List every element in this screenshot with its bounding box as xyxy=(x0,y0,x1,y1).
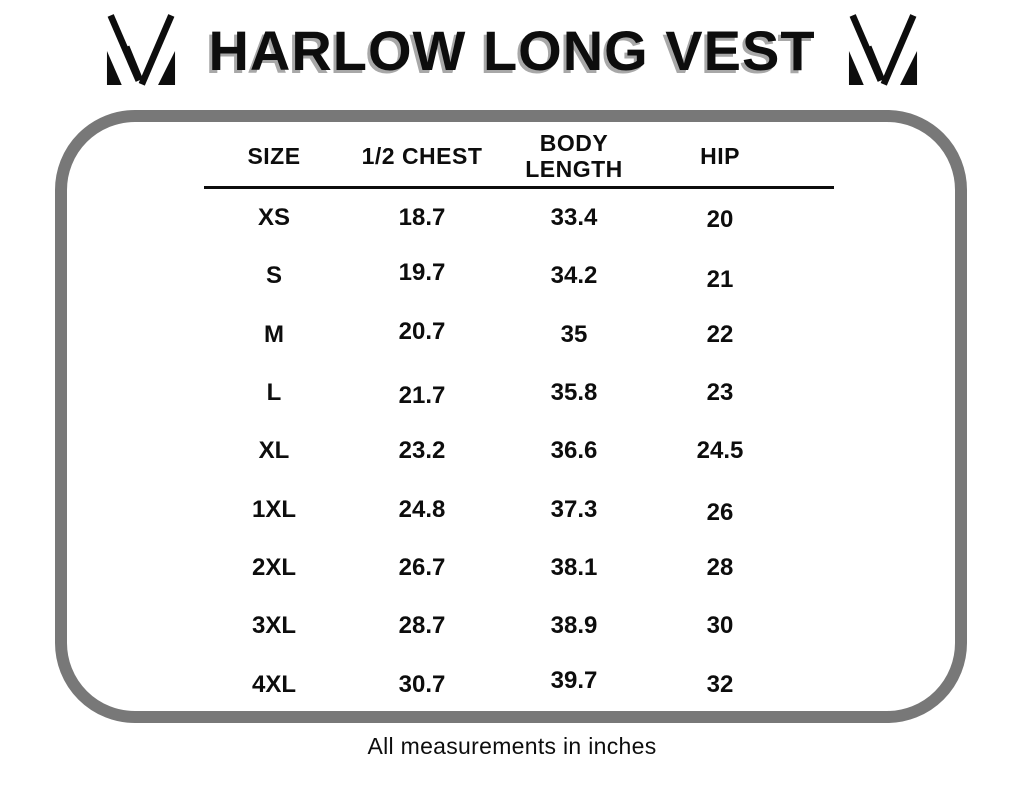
cell-hip: 24.5 xyxy=(696,437,744,465)
cell-half-chest: 28.7 xyxy=(398,612,446,640)
cell-size: M xyxy=(264,320,284,348)
column-header-label: BODY LENGTH xyxy=(525,130,623,182)
page-title: HARLOW LONG VEST xyxy=(208,19,816,83)
table-header-row: SIZE 1/2 CHEST BODY LENGTH HIP xyxy=(204,128,834,186)
cell-hip: 32 xyxy=(706,670,734,698)
cell-half-chest: 23.2 xyxy=(398,437,446,465)
cell-body-length: 37.3 xyxy=(550,495,598,523)
cell-body-length: 35 xyxy=(560,320,588,348)
cell-hip: 26 xyxy=(706,498,734,526)
brand-m-logo-icon xyxy=(104,12,178,90)
table-row: M 20.7 35 22 xyxy=(204,306,834,364)
cell-hip: 30 xyxy=(706,612,734,640)
cell-body-length: 36.6 xyxy=(550,437,598,465)
table-row: L 21.7 35.8 23 xyxy=(204,364,834,422)
header-underline xyxy=(204,186,834,189)
table-row: XL 23.2 36.6 24.5 xyxy=(204,422,834,480)
cell-size: XL xyxy=(258,437,290,465)
cell-hip: 20 xyxy=(706,206,734,234)
size-chart-frame xyxy=(55,110,967,723)
footer-note: All measurements in inches xyxy=(367,733,657,759)
cell-body-length: 35.8 xyxy=(550,379,598,407)
cell-body-length: 38.1 xyxy=(550,553,598,581)
cell-size: XS xyxy=(257,204,290,232)
cell-size: 1XL xyxy=(251,495,296,523)
cell-hip: 23 xyxy=(706,379,734,407)
cell-size: L xyxy=(266,379,282,407)
cell-hip: 21 xyxy=(706,266,734,294)
table-row: 4XL 30.7 39.7 32 xyxy=(204,655,834,713)
cell-size: 2XL xyxy=(251,553,296,581)
column-header-label: 1/2 CHEST xyxy=(361,143,483,170)
cell-half-chest: 20.7 xyxy=(398,317,446,345)
table-row: S 19.7 34.2 21 xyxy=(204,247,834,305)
table-row: XS 18.7 33.4 20 xyxy=(204,189,834,247)
cell-body-length: 33.4 xyxy=(550,204,598,232)
title-bar: HARLOW LONG VEST xyxy=(0,12,1024,90)
size-table: SIZE 1/2 CHEST BODY LENGTH HIP XS 18.7 3… xyxy=(204,128,834,714)
cell-hip: 22 xyxy=(706,320,734,348)
cell-hip: 28 xyxy=(706,553,734,581)
column-header-size: SIZE xyxy=(204,143,344,170)
table-row: 3XL 28.7 38.9 30 xyxy=(204,597,834,655)
column-header-label: SIZE xyxy=(247,143,301,170)
cell-half-chest: 19.7 xyxy=(398,259,446,287)
cell-size: 4XL xyxy=(251,670,296,698)
column-header-body-length: BODY LENGTH xyxy=(500,130,648,183)
column-header-label: HIP xyxy=(700,143,740,170)
cell-half-chest: 30.7 xyxy=(398,670,446,698)
column-header-half-chest: 1/2 CHEST xyxy=(344,143,500,170)
cell-size: 3XL xyxy=(251,612,296,640)
table-body: XS 18.7 33.4 20 S 19.7 34.2 21 M 20.7 35… xyxy=(204,189,834,714)
table-row: 1XL 24.8 37.3 26 xyxy=(204,480,834,538)
table-row: 2XL 26.7 38.1 28 xyxy=(204,539,834,597)
cell-half-chest: 18.7 xyxy=(398,204,446,232)
brand-m-logo-icon xyxy=(846,12,920,90)
cell-body-length: 38.9 xyxy=(550,612,598,640)
cell-body-length: 34.2 xyxy=(550,262,598,290)
cell-half-chest: 24.8 xyxy=(398,495,446,523)
cell-half-chest: 21.7 xyxy=(398,382,446,410)
cell-half-chest: 26.7 xyxy=(398,553,446,581)
cell-body-length: 39.7 xyxy=(550,666,598,694)
cell-size: S xyxy=(265,262,282,290)
column-header-hip: HIP xyxy=(648,143,792,170)
